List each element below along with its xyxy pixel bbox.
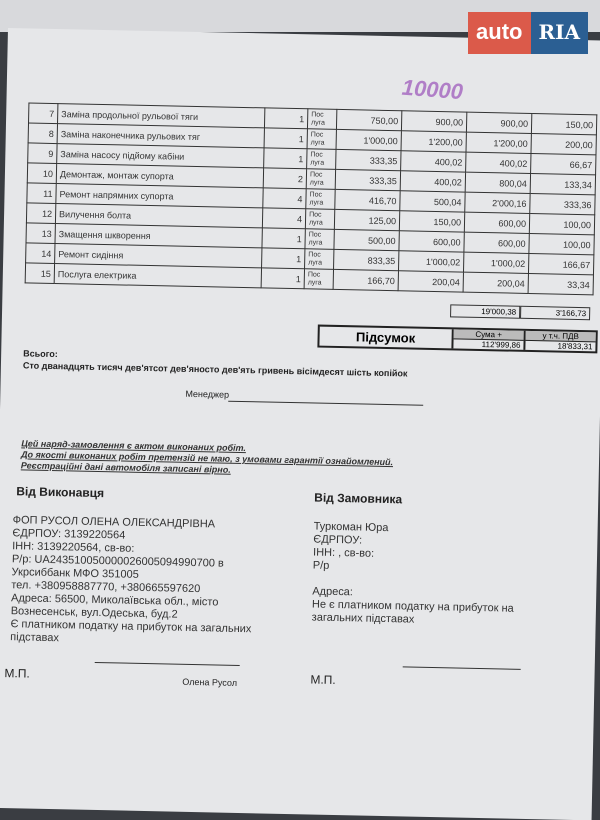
cell-n: 12 bbox=[26, 202, 56, 224]
cell-vat: 200,00 bbox=[530, 133, 597, 155]
cell-unit: Пос луга bbox=[307, 108, 337, 130]
cell-n: 7 bbox=[28, 102, 58, 124]
cell-price: 333,35 bbox=[335, 149, 402, 171]
cell-vat: 100,00 bbox=[529, 213, 595, 235]
customer-details: Туркоман Юра ЄДРПОУ: ІНН: , св-во: Р/р Адрес… bbox=[312, 521, 516, 629]
cell-n: 9 bbox=[27, 142, 58, 164]
services-table: 7 Заміна продольної рульової тяги 1 Пос луг… bbox=[25, 102, 598, 295]
cell-unit: Пос луга bbox=[305, 208, 335, 230]
contractor-details: ФОП РУСОЛ ОЛЕНА ОЛЕКСАНДРІВНА ЄДРПОУ: 313… bbox=[10, 514, 254, 649]
cell-sum: 900,00 bbox=[466, 112, 532, 134]
cell-price: 333,35 bbox=[335, 169, 401, 191]
cell-n: 13 bbox=[26, 222, 56, 244]
cell-price: 833,35 bbox=[333, 249, 399, 271]
cell-unit: Пос луга bbox=[305, 188, 336, 210]
cell-unit: Пос луга bbox=[306, 168, 336, 190]
summary-label: Підсумок bbox=[355, 329, 416, 346]
cell-vat: 133,34 bbox=[530, 173, 596, 195]
cell-price_vat: 600,00 bbox=[398, 230, 465, 253]
cell-qty: 1 bbox=[264, 127, 308, 149]
cell-qty: 1 bbox=[264, 107, 308, 129]
cell-sum: 1'200,00 bbox=[466, 132, 532, 154]
cell-sum: 2'000,16 bbox=[464, 192, 531, 214]
cell-vat: 166,67 bbox=[528, 253, 594, 275]
cell-qty: 4 bbox=[262, 207, 306, 229]
cell-qty: 1 bbox=[261, 267, 305, 289]
cell-price: 1'000,00 bbox=[336, 129, 402, 151]
summary-sum: 112'999,86 bbox=[481, 339, 521, 350]
contractor-signature: Олена Русол bbox=[182, 676, 238, 688]
total-words-label: Всього: bbox=[23, 348, 58, 360]
cell-qty: 4 bbox=[262, 187, 307, 209]
cell-sum: 1'000,02 bbox=[463, 252, 529, 274]
total-sum: 19'000,38 bbox=[450, 304, 521, 319]
handwritten-note: 10000 bbox=[401, 74, 464, 105]
autoria-logo: auto RIA bbox=[468, 12, 588, 54]
cell-price_vat: 150,00 bbox=[399, 210, 465, 233]
cell-vat: 333,36 bbox=[529, 193, 596, 215]
contractor-heading: Від Виконавця bbox=[16, 484, 105, 501]
cell-price_vat: 500,04 bbox=[399, 190, 466, 213]
cell-unit: Пос луга bbox=[304, 228, 335, 250]
customer-signature-line bbox=[402, 666, 521, 670]
cell-price_vat: 1'200,00 bbox=[401, 130, 467, 153]
cell-sum: 200,04 bbox=[463, 272, 529, 294]
cell-qty: 1 bbox=[263, 147, 308, 169]
total-words: Сто дванадцять тисяч дев'ятсот дев'яност… bbox=[22, 360, 408, 379]
cell-n: 10 bbox=[27, 162, 57, 184]
cell-price_vat: 900,00 bbox=[401, 110, 467, 133]
cell-price_vat: 400,02 bbox=[400, 150, 467, 173]
cell-qty: 1 bbox=[261, 227, 306, 249]
cell-unit: Пос луга bbox=[304, 268, 334, 290]
contractor-signature-line bbox=[94, 661, 240, 666]
cell-n: 8 bbox=[28, 122, 58, 144]
cell-sum: 600,00 bbox=[463, 232, 530, 254]
manager-signature-line bbox=[228, 400, 424, 406]
cell-price_vat: 400,02 bbox=[400, 170, 466, 193]
cell-price: 500,00 bbox=[333, 229, 400, 251]
customer-stamp: М.П. bbox=[310, 672, 336, 688]
cell-qty: 1 bbox=[261, 247, 305, 269]
logo-text: auto bbox=[468, 12, 531, 54]
cell-price: 416,70 bbox=[334, 189, 401, 211]
total-vat: 3'166,73 bbox=[520, 305, 591, 321]
manager-label: Менеджер bbox=[185, 388, 230, 400]
cell-n: 11 bbox=[26, 182, 57, 204]
contractor-stamp: М.П. bbox=[4, 666, 30, 681]
cell-vat: 66,67 bbox=[530, 153, 596, 175]
cell-sum: 800,04 bbox=[465, 172, 531, 194]
cell-sum: 400,02 bbox=[465, 152, 531, 174]
cell-vat: 150,00 bbox=[531, 113, 597, 135]
cell-qty: 2 bbox=[263, 167, 307, 189]
cell-unit: Пос луга bbox=[307, 128, 337, 150]
cell-name: Послуга електрика bbox=[54, 263, 262, 288]
cell-sum: 600,00 bbox=[464, 212, 530, 234]
cell-n: 14 bbox=[25, 242, 55, 264]
table-totals: 19'000,38 3'166,73 bbox=[450, 304, 591, 321]
cell-price_vat: 200,04 bbox=[398, 270, 464, 293]
cell-unit: Пос луга bbox=[304, 248, 334, 270]
cell-n: 15 bbox=[25, 262, 55, 284]
cell-vat: 33,34 bbox=[528, 273, 594, 295]
cell-vat: 100,00 bbox=[528, 233, 595, 255]
cell-price: 166,70 bbox=[333, 269, 399, 291]
cell-unit: Пос луга bbox=[306, 148, 337, 170]
logo-text: RIA bbox=[530, 12, 588, 54]
cell-price_vat: 1'000,02 bbox=[398, 250, 464, 273]
customer-heading: Від Замовника bbox=[314, 490, 403, 507]
document-page: 10000 7 Заміна продольної рульової тяги 1 П… bbox=[0, 28, 600, 820]
summary-box: Підсумок Сума +112'999,86 у т.ч. ПДВ 18'8… bbox=[317, 324, 598, 354]
notes: Цей наряд-замовлення є актом виконаних р… bbox=[21, 438, 394, 479]
cell-price: 125,00 bbox=[334, 209, 400, 231]
cell-price: 750,00 bbox=[336, 109, 402, 131]
summary-vat: 18'833,31 bbox=[557, 341, 593, 352]
